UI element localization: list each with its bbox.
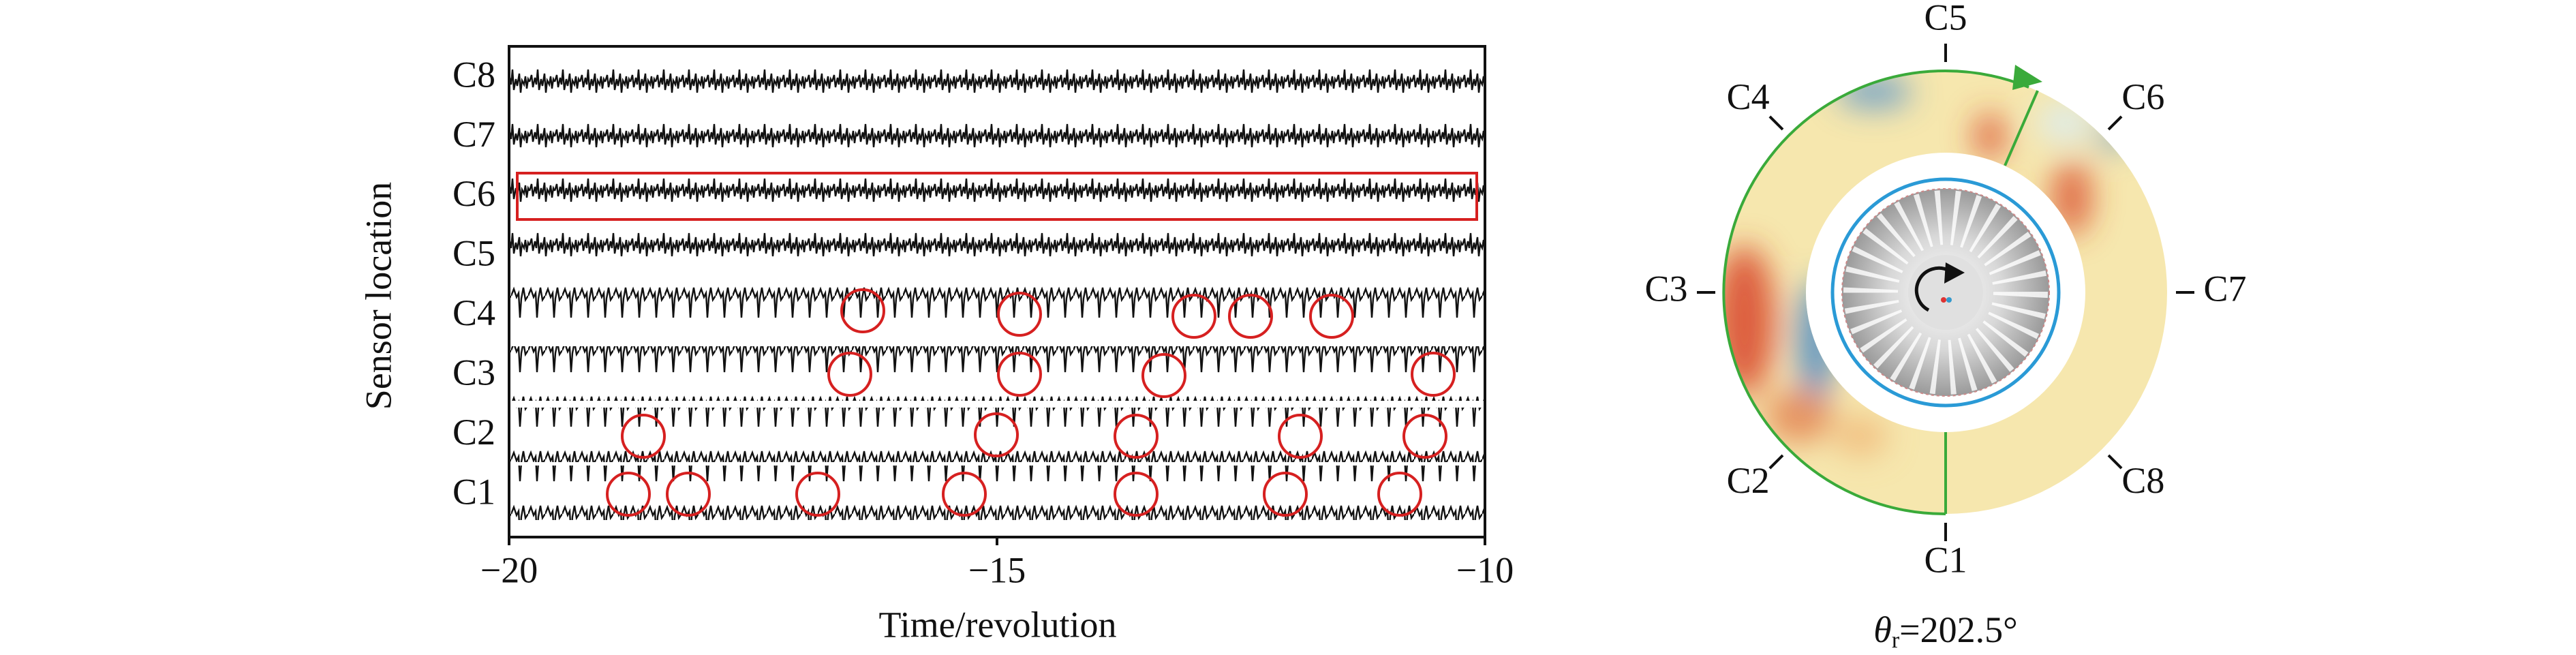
sensor-position-label: C8 bbox=[2121, 460, 2164, 501]
caption: θr=202.5° bbox=[1873, 609, 2017, 652]
sensor-label: C6 bbox=[453, 173, 495, 214]
y-axis-label: Sensor location bbox=[358, 182, 399, 410]
sensor-position-label: C6 bbox=[2121, 76, 2164, 117]
x-tick-label: −10 bbox=[1456, 549, 1514, 590]
x-tick-label: −15 bbox=[968, 549, 1026, 590]
sensor-label: C4 bbox=[453, 292, 495, 333]
sensor-label: C5 bbox=[453, 233, 495, 274]
caption-symbol: θ bbox=[1873, 609, 1892, 650]
event-circles bbox=[606, 288, 1456, 517]
highlight-box bbox=[516, 172, 1478, 221]
x-tick-label: −20 bbox=[480, 549, 538, 590]
sensor-position-label: C5 bbox=[1924, 0, 1967, 37]
sensor-label: C2 bbox=[453, 412, 495, 453]
x-axis-label: Time/revolution bbox=[878, 604, 1116, 645]
sensor-tick bbox=[1768, 115, 1784, 131]
sensor-label: C7 bbox=[453, 114, 495, 155]
sensor-position-label: C1 bbox=[1924, 539, 1967, 580]
caption-subscript: r bbox=[1892, 628, 1900, 653]
sensor-label: C1 bbox=[453, 471, 495, 512]
signal-traces bbox=[510, 55, 1484, 520]
sensor-position-label: C3 bbox=[1644, 268, 1687, 309]
sensor-label: C3 bbox=[453, 352, 495, 393]
annulus bbox=[1722, 65, 2167, 515]
sensor-tick bbox=[2107, 115, 2123, 131]
caption-value: =202.5° bbox=[1899, 609, 2018, 650]
sensor-position-label: C7 bbox=[2203, 268, 2246, 309]
sensor-tick bbox=[1768, 454, 1784, 470]
sensor-tick bbox=[2107, 454, 2123, 470]
sensor-position-label: C2 bbox=[1727, 460, 1770, 501]
sensor-label: C8 bbox=[453, 54, 495, 95]
sensor-position-label: C4 bbox=[1727, 76, 1770, 117]
